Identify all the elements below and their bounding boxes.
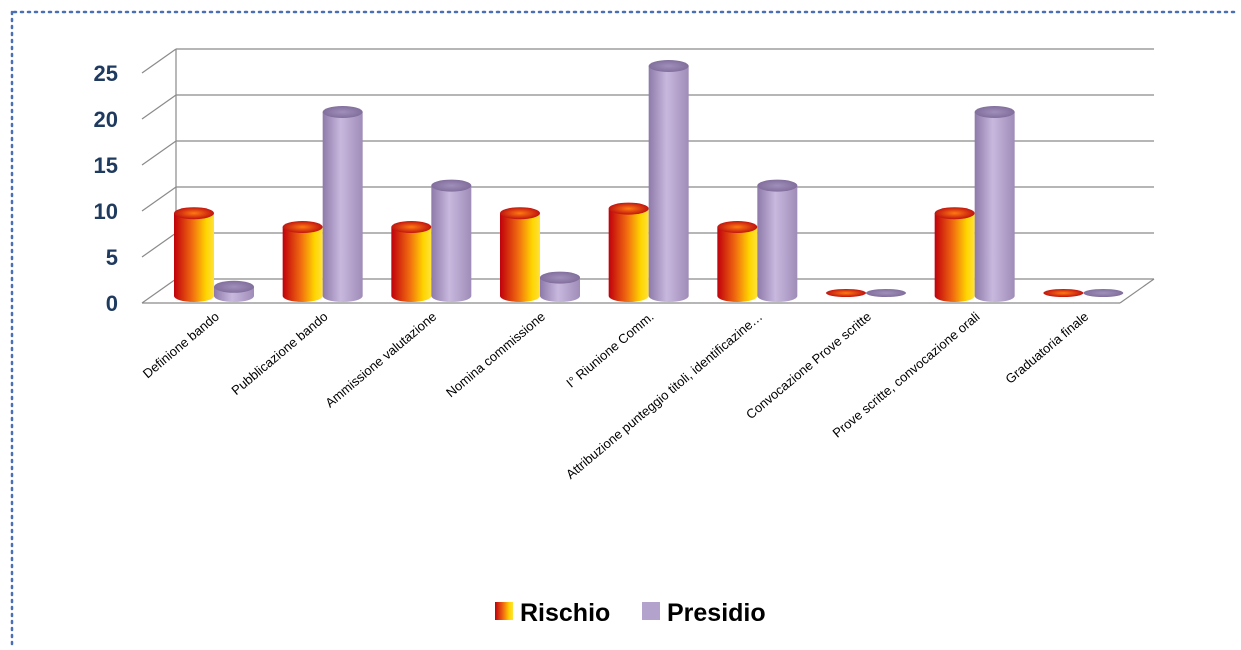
x-tick-label: Convocazione Prove scritte bbox=[743, 309, 874, 422]
legend-swatch-presidio bbox=[642, 602, 660, 620]
x-tick-label: Nomina commissione bbox=[443, 309, 548, 400]
bar-body bbox=[717, 227, 758, 302]
gridline-side bbox=[141, 186, 177, 212]
bar-rischio-7 bbox=[934, 207, 975, 302]
gridline-side bbox=[141, 48, 177, 74]
bar-top bbox=[608, 202, 649, 215]
y-tick-label: 10 bbox=[94, 199, 118, 224]
bar-rischio-3 bbox=[500, 207, 540, 302]
bar-body bbox=[174, 213, 214, 302]
bar-body bbox=[608, 208, 649, 302]
bar-presidio-7 bbox=[974, 106, 1015, 302]
x-tick-label: I° Riunione Comm. bbox=[563, 309, 656, 391]
bar-top bbox=[540, 271, 580, 284]
bar-rischio-8 bbox=[1043, 289, 1084, 297]
bar-top bbox=[934, 207, 975, 220]
bar-presidio-4 bbox=[648, 60, 689, 302]
bar-presidio-5 bbox=[757, 179, 798, 302]
x-tick-label: Ammissione valutazione bbox=[322, 309, 439, 411]
y-tick-label: 20 bbox=[94, 107, 118, 132]
bar-body bbox=[934, 213, 975, 302]
bar-top bbox=[826, 289, 866, 297]
bar-top bbox=[866, 289, 906, 297]
legend-label-presidio: Presidio bbox=[667, 599, 766, 627]
bar-top bbox=[214, 280, 254, 293]
bar-top bbox=[974, 106, 1015, 118]
bar-body bbox=[282, 227, 323, 302]
bar-body bbox=[431, 185, 472, 302]
bar-top bbox=[322, 106, 363, 118]
bar-top bbox=[1083, 289, 1124, 297]
y-tick-label: 5 bbox=[106, 245, 118, 270]
bar-top bbox=[500, 207, 540, 220]
bar-rischio-4 bbox=[608, 202, 649, 302]
bar-top bbox=[717, 221, 758, 233]
bar-presidio-6 bbox=[866, 289, 906, 297]
bar-presidio-1 bbox=[322, 106, 363, 302]
bar-body bbox=[540, 277, 580, 302]
bar-top bbox=[174, 207, 214, 220]
bar-body bbox=[322, 112, 363, 302]
legend-label-rischio: Rischio bbox=[520, 599, 610, 627]
bar-body bbox=[648, 66, 689, 302]
bar-top bbox=[648, 60, 689, 72]
y-axis-ticks: 0 5 10 15 20 25 bbox=[94, 61, 118, 316]
bar-rischio-2 bbox=[391, 221, 432, 302]
bar-presidio-3 bbox=[540, 271, 580, 302]
x-tick-label: Definione bando bbox=[140, 309, 222, 381]
gridline-side bbox=[141, 232, 177, 258]
bar-presidio-2 bbox=[431, 179, 472, 302]
bars bbox=[174, 60, 1124, 302]
bar-top bbox=[1043, 289, 1084, 297]
bar-rischio-6 bbox=[826, 289, 866, 297]
bar-body bbox=[391, 227, 432, 302]
x-tick-label: Attribuzione punteggio titoli, identific… bbox=[563, 309, 765, 482]
bar-body bbox=[500, 213, 540, 302]
x-tick-label: Graduatoria finale bbox=[1002, 309, 1091, 387]
x-axis-ticks: Definione bando Pubblicazione bandoAmmiss… bbox=[140, 309, 1092, 482]
legend-swatch-rischio bbox=[495, 602, 513, 620]
gridline-side bbox=[141, 94, 177, 120]
gridline-side bbox=[141, 278, 177, 304]
y-tick-label: 15 bbox=[94, 153, 118, 178]
bar-body bbox=[974, 112, 1015, 302]
legend: Rischio Presidio bbox=[495, 599, 766, 627]
bar-top bbox=[282, 221, 323, 233]
floor-right-edge bbox=[1119, 278, 1155, 304]
bar-presidio-0 bbox=[214, 280, 254, 302]
y-tick-label: 0 bbox=[106, 291, 118, 316]
x-tick-label: Pubblicazione bando bbox=[228, 309, 330, 398]
gridline-side bbox=[141, 140, 177, 166]
bar-rischio-5 bbox=[717, 221, 758, 302]
bar-presidio-8 bbox=[1083, 289, 1124, 297]
bar-top bbox=[757, 179, 798, 192]
bar-body bbox=[757, 185, 798, 302]
bar-top bbox=[431, 179, 472, 192]
bar-rischio-0 bbox=[174, 207, 214, 302]
y-tick-label: 25 bbox=[94, 61, 118, 86]
bar-rischio-1 bbox=[282, 221, 323, 302]
bar-top bbox=[391, 221, 432, 233]
